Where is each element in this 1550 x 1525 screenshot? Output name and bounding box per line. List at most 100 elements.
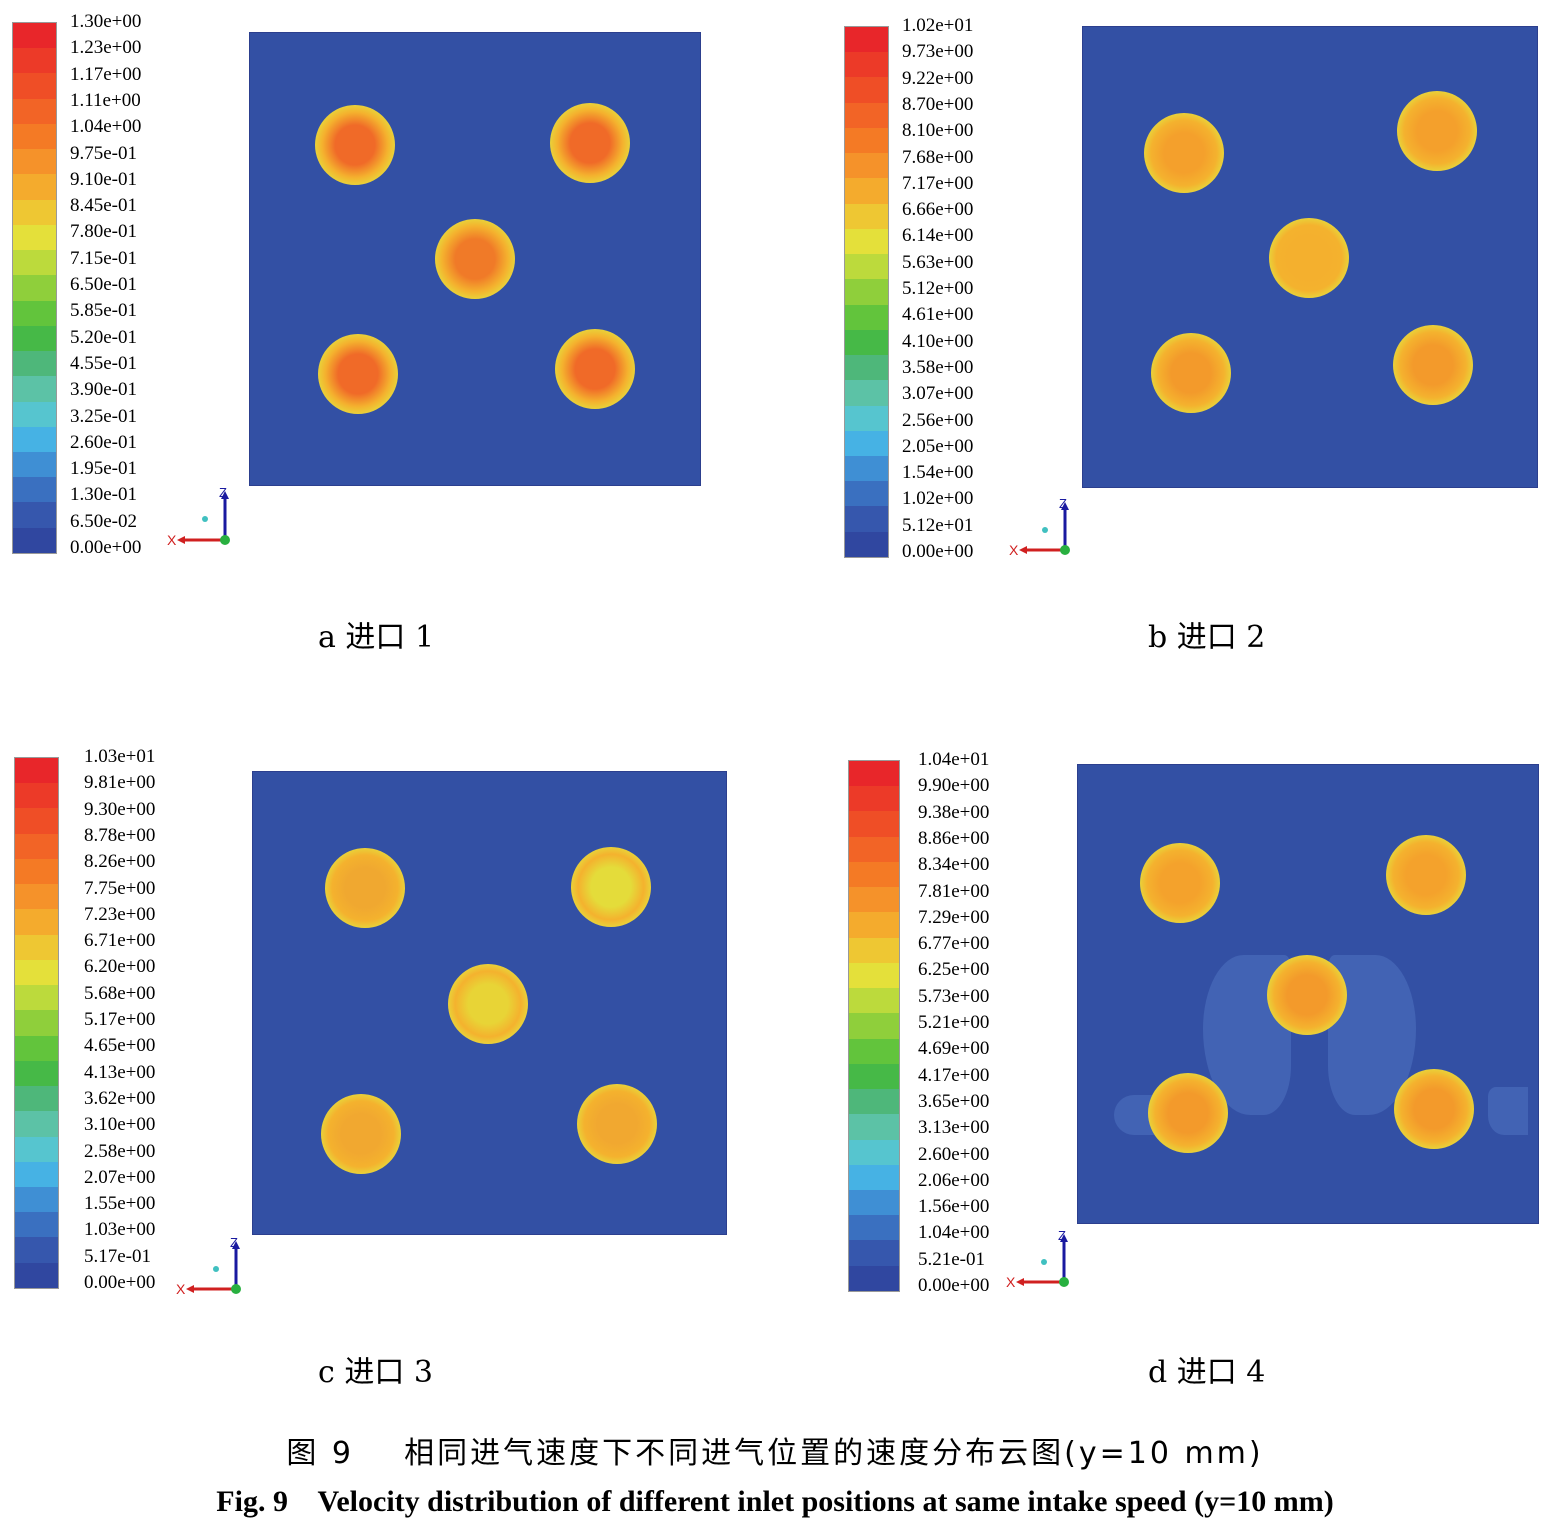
panel-b: 1.02e+01 9.73e+00 9.22e+00 8.70e+00 8.10e+00… [832, 4, 1550, 655]
axis-triad-a: Z X [167, 485, 230, 548]
colorbar-segment [15, 909, 58, 935]
axis-z-label: Z [230, 1235, 238, 1250]
colorbar-tick-label: 5.85e-01 [70, 300, 138, 322]
colorbar-segment [13, 73, 56, 99]
colorbar-segment [15, 985, 58, 1011]
colorbar-d [848, 760, 900, 1292]
colorbar-segment [849, 1215, 899, 1241]
colorbar-segment [849, 887, 899, 913]
colorbar-segment [15, 1262, 58, 1288]
colorbar-segment [15, 1136, 58, 1162]
colorbar-tick-label: 0.00e+00 [84, 1272, 156, 1293]
colorbar-tick-label: 2.05e+00 [902, 435, 974, 457]
colorbar-segment [849, 1063, 899, 1090]
colorbar-tick-label: 6.14e+00 [902, 225, 974, 247]
colorbar-tick-label: 9.75e-01 [70, 142, 138, 164]
colorbar-segment [849, 1114, 899, 1140]
colorbar-tick-label: 9.73e+00 [902, 41, 974, 63]
colorbar-tick-label: 8.86e+00 [918, 827, 990, 849]
colorbar-segment [845, 228, 888, 255]
colorbar-segment [13, 451, 56, 478]
colorbar-tick-label: 4.61e+00 [902, 304, 974, 326]
figure-suffix-cn: (y=10 mm) [1064, 1436, 1264, 1471]
colorbar-segment [15, 1060, 58, 1087]
axis-x-label: X [1006, 1274, 1016, 1290]
colorbar-ticks-a: 1.30e+00 1.23e+00 1.17e+00 1.11e+00 1.04e+00… [70, 10, 180, 560]
colorbar-segment [15, 1086, 58, 1112]
colorbar-segment [845, 405, 888, 431]
colorbar-segment [13, 149, 56, 175]
colorbar-tick-label: 4.13e+00 [84, 1061, 156, 1083]
colorbar-tick-label: 1.55e+00 [84, 1193, 156, 1215]
figure-title-cn: 相同进气速度下不同进气位置的速度分布云图 [404, 1436, 1065, 1471]
colorbar-segment [13, 123, 56, 150]
colorbar-tick-label: 5.20e-01 [70, 326, 138, 348]
colorbar-tick-label: 8.34e+00 [918, 854, 990, 876]
colorbar-tick-label: 1.30e+00 [70, 11, 142, 32]
axis-triad-b: Z X [1009, 496, 1070, 558]
colorbar-tick-label: 8.26e+00 [84, 851, 156, 873]
colorbar-tick-label: 3.13e+00 [918, 1117, 990, 1139]
colorbar-segment [849, 962, 899, 989]
colorbar-tick-label: 2.60e+00 [918, 1143, 990, 1165]
inlet-top-right [571, 847, 651, 927]
colorbar-tick-label: 9.10e-01 [70, 168, 138, 190]
contour-plot-b [1082, 26, 1538, 488]
colorbar-tick-label: 1.30e-01 [70, 484, 138, 506]
axis-x-label: X [1009, 542, 1019, 558]
colorbar-tick-label: 5.12e+00 [902, 278, 974, 299]
colorbar-tick-label: 1.04e+00 [70, 116, 142, 138]
figure-caption-cn: 图 9 相同进气速度下不同进气位置的速度分布云图(y=10 mm) [0, 1428, 1550, 1472]
colorbar-tick-label: 5.17e-01 [84, 1245, 152, 1267]
colorbar-tick-label: 1.03e+01 [84, 746, 156, 767]
colorbar-tick-label: 1.23e+00 [70, 37, 142, 59]
colorbar-tick-label: 0.00e+00 [902, 541, 974, 562]
colorbar-tick-label: 3.10e+00 [84, 1114, 156, 1136]
contour-plot-a [249, 32, 701, 486]
colorbar-segment [845, 531, 888, 557]
inlet-bottom-right [555, 329, 635, 409]
axis-x-label: X [176, 1281, 186, 1297]
figure-number-en: Fig. 9 [216, 1485, 288, 1518]
colorbar-tick-label: 8.70e+00 [902, 93, 974, 115]
colorbar-tick-label: 6.77e+00 [918, 933, 990, 955]
colorbar-segment [849, 1089, 899, 1115]
colorbar-segment [15, 959, 58, 986]
inlet-bottom-right [1393, 325, 1473, 405]
axis-z-label: Z [1059, 496, 1067, 511]
colorbar-tick-label: 7.75e+00 [84, 877, 156, 899]
wake-region-edge-right [1488, 1087, 1528, 1135]
wake-region-edge-left [1114, 1095, 1154, 1135]
colorbar-tick-label: 5.73e+00 [918, 985, 990, 1007]
colorbar-tick-label: 0.00e+00 [70, 537, 142, 558]
colorbar-tick-label: 4.65e+00 [84, 1035, 156, 1057]
colorbar-tick-label: 8.10e+00 [902, 120, 974, 142]
colorbar-segment [13, 300, 56, 326]
colorbar-segment [845, 380, 888, 406]
inlet-bottom-left [318, 334, 398, 414]
colorbar-segment [845, 481, 888, 507]
caption-b: b 进口 2 [1148, 620, 1266, 655]
axis-triad-c: Z X [176, 1235, 241, 1297]
inlet-top-right [1386, 835, 1466, 915]
colorbar-tick-label: 1.04e+00 [918, 1222, 990, 1244]
colorbar-segment [15, 1111, 58, 1137]
colorbar-segment [13, 426, 56, 452]
colorbar-segment [13, 23, 56, 49]
colorbar-tick-label: 1.95e-01 [70, 458, 138, 480]
axis-z-label: Z [219, 485, 227, 500]
inlet-top-left [315, 105, 395, 185]
inlet-top-right [550, 103, 630, 183]
colorbar-tick-label: 6.20e+00 [84, 956, 156, 978]
colorbar-tick-label: 3.62e+00 [84, 1087, 156, 1109]
colorbar-segment [15, 783, 58, 809]
colorbar-tick-label: 3.90e-01 [70, 379, 138, 401]
colorbar-segment [13, 502, 56, 528]
colorbar-segment [845, 329, 888, 356]
colorbar-segment [13, 224, 56, 251]
colorbar-ticks-b: 1.02e+01 9.73e+00 9.22e+00 8.70e+00 8.10e+00… [902, 14, 1012, 564]
colorbar-segment [849, 861, 899, 888]
colorbar-tick-label: 5.63e+00 [902, 251, 974, 273]
colorbar-tick-label: 4.10e+00 [902, 330, 974, 352]
colorbar-segment [13, 98, 56, 124]
